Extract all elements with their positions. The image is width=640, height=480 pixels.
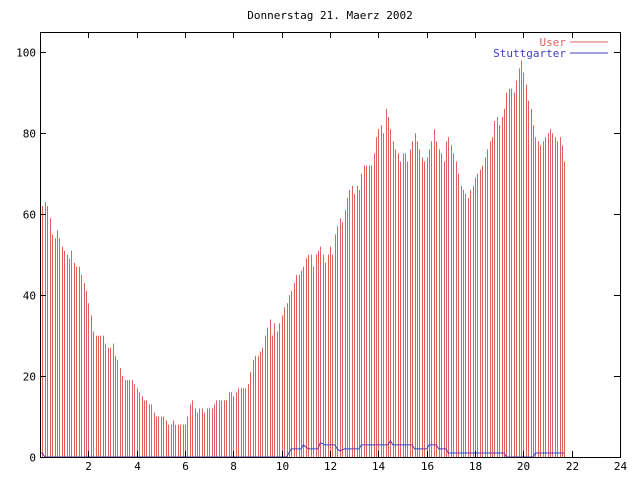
x-tick-label: 8 <box>230 460 237 473</box>
x-tick-label: 12 <box>324 460 337 473</box>
x-tick-label: 2 <box>85 460 92 473</box>
x-tick-label: 10 <box>276 460 289 473</box>
x-tick-label: 18 <box>469 460 482 473</box>
y-tick-label: 40 <box>23 290 36 303</box>
y-tick-label: 60 <box>23 209 36 222</box>
legend-stuttgarter-label: Stuttgarter <box>493 47 566 60</box>
x-tick-label: 4 <box>134 460 141 473</box>
x-tick-label: 20 <box>517 460 530 473</box>
stuttgarter-line <box>40 439 565 458</box>
stuttgarter-line-group <box>40 439 565 458</box>
x-tick-label: 16 <box>421 460 434 473</box>
legend: User Stuttgarter <box>493 36 608 60</box>
legend-user-label: User <box>540 36 567 49</box>
y-tick-label: 0 <box>29 452 36 465</box>
user-bars-group <box>40 60 565 457</box>
x-tick-label: 22 <box>566 460 579 473</box>
x-tick-label: 24 <box>614 460 628 473</box>
y-tick-label: 80 <box>23 128 36 141</box>
y-tick-label: 100 <box>16 47 36 60</box>
y-tick-label: 20 <box>23 371 36 384</box>
chart-title: Donnerstag 21. Maerz 2002 <box>247 9 413 22</box>
x-tick-label: 14 <box>372 460 386 473</box>
x-tick-label: 6 <box>182 460 189 473</box>
